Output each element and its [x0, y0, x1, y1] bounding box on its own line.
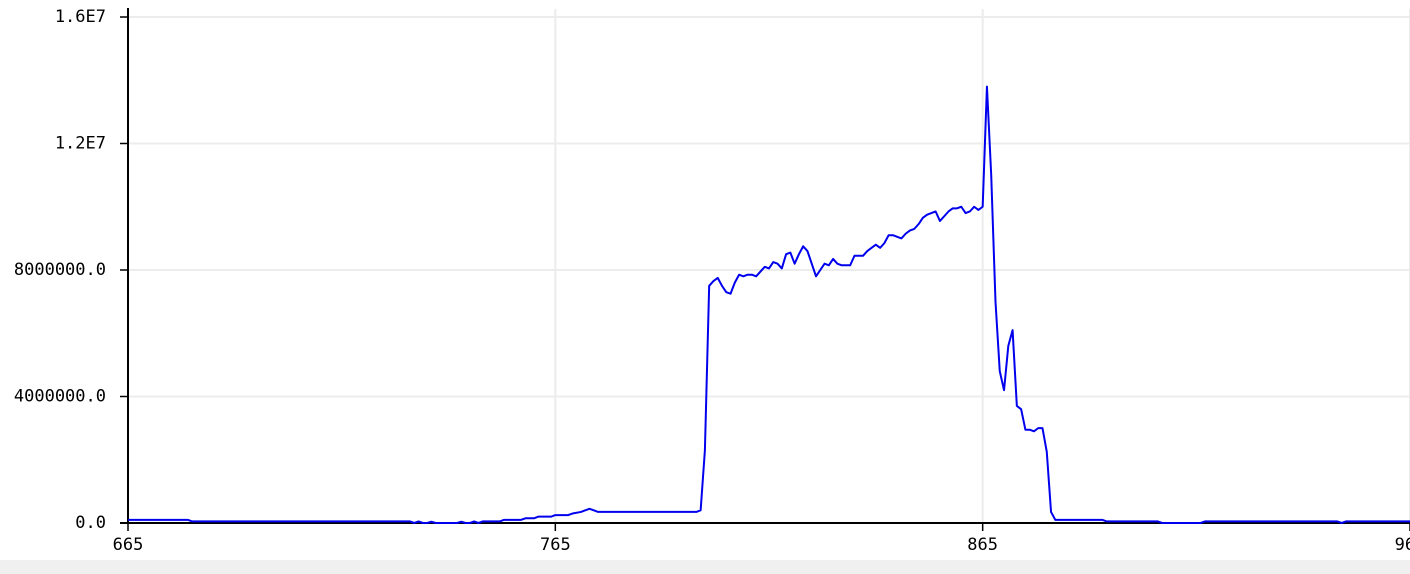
x-tick-label: 665: [113, 535, 144, 555]
y-tick-label: 8000000.0: [14, 260, 106, 280]
y-tick-label: 1.2E7: [55, 134, 106, 154]
x-tick-label: 965: [1395, 535, 1410, 555]
data-line: [128, 85, 1410, 524]
x-tick-label: 865: [967, 535, 998, 555]
x-tick-label: 765: [540, 535, 571, 555]
y-tick-label: 4000000.0: [14, 387, 106, 407]
bottom-bar: [0, 560, 1410, 574]
y-tick-label: 0.0: [75, 513, 106, 533]
y-tick-label: 1.6E7: [55, 7, 106, 27]
